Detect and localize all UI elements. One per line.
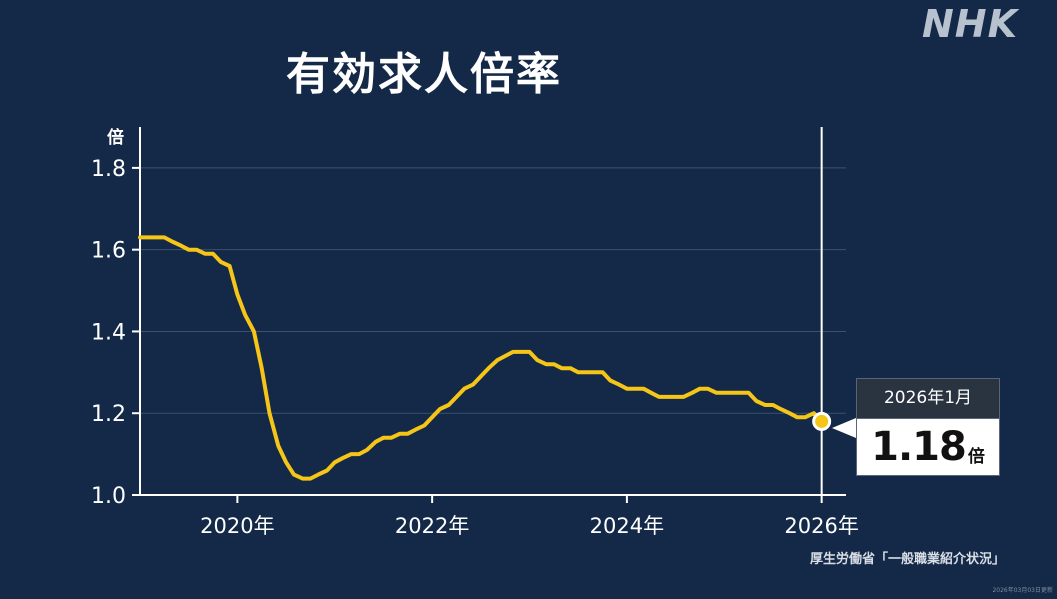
y-tick-label: 1.6 bbox=[91, 239, 126, 264]
updated-note: 2026年03月03日更新 bbox=[992, 587, 1053, 594]
y-axis-label: 倍 bbox=[107, 127, 124, 148]
y-tick-label: 1.2 bbox=[91, 402, 126, 427]
x-tick-label: 2026年 bbox=[784, 514, 858, 538]
x-tick-label: 2024年 bbox=[590, 514, 664, 538]
callout-unit: 倍 bbox=[967, 446, 985, 467]
y-tick-label: 1.0 bbox=[91, 484, 126, 509]
latest-data-point bbox=[812, 411, 832, 431]
chart-title: 有効求人倍率 bbox=[286, 49, 562, 100]
y-tick-label: 1.4 bbox=[91, 320, 126, 345]
series-line bbox=[138, 235, 824, 481]
callout-body: 1.18 倍 bbox=[856, 419, 1000, 476]
y-tick-label: 1.8 bbox=[91, 157, 126, 182]
x-tick-label: 2022年 bbox=[395, 514, 469, 538]
x-tick-label: 2020年 bbox=[200, 514, 274, 538]
nhk-logo: NHK bbox=[922, 2, 1019, 46]
source-note: 厚生労働省「一般職業紹介状況」 bbox=[809, 552, 1005, 567]
latest-value-callout: 2026年1月 1.18 倍 bbox=[856, 378, 1000, 476]
callout-period: 2026年1月 bbox=[856, 378, 1000, 419]
callout-pointer bbox=[832, 418, 856, 438]
callout-value: 1.18 bbox=[871, 424, 967, 470]
